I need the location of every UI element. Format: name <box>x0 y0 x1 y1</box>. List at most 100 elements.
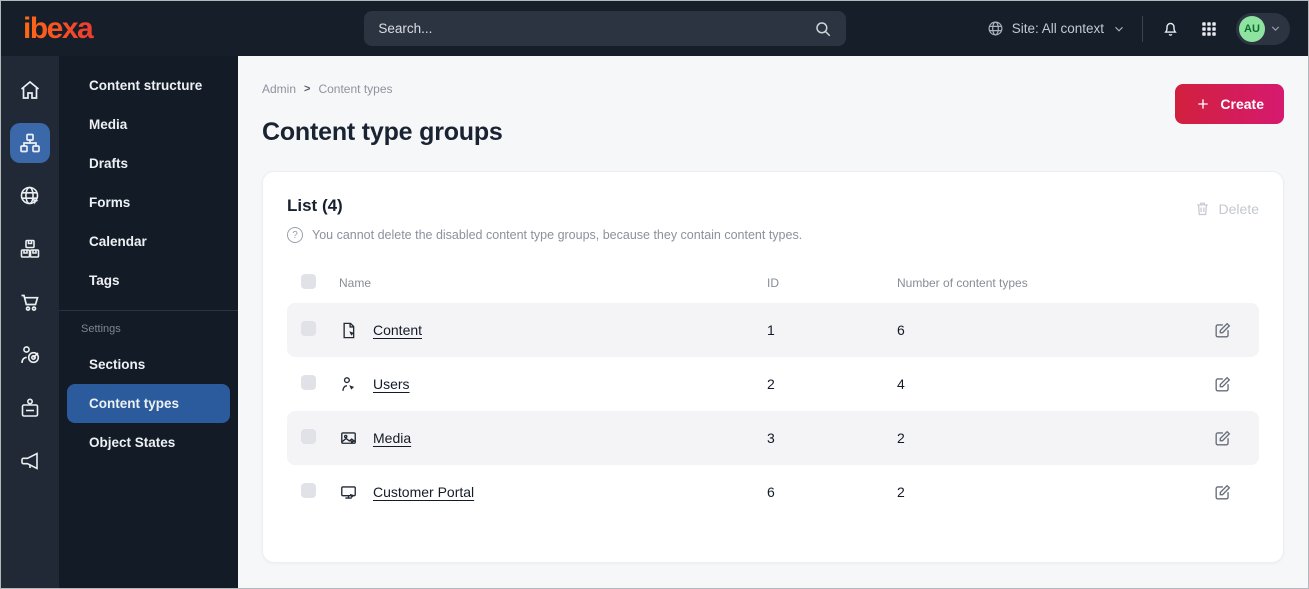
megaphone-icon <box>21 452 38 470</box>
rail-item-content[interactable] <box>10 123 50 163</box>
row-checkbox[interactable] <box>301 429 316 444</box>
edit-button[interactable] <box>1209 371 1236 398</box>
globe-icon <box>988 21 1003 36</box>
group-count: 4 <box>897 376 905 392</box>
list-title: List (4) <box>287 196 343 215</box>
sidebar-item-tags[interactable]: Tags <box>89 273 120 288</box>
sidebar-item-content-structure[interactable]: Content structure <box>89 78 203 93</box>
row-checkbox[interactable] <box>301 321 316 336</box>
sidebar-item-forms[interactable]: Forms <box>89 195 131 210</box>
search-icon[interactable] <box>814 20 832 38</box>
apps-grid-button[interactable] <box>1198 18 1220 40</box>
avatar: AU <box>1239 15 1265 42</box>
sitemap-icon <box>20 133 40 153</box>
boxes-icon <box>20 239 40 258</box>
topbar-divider <box>1142 15 1143 42</box>
cart-icon <box>21 294 39 311</box>
group-link[interactable]: Content <box>373 322 423 338</box>
edit-icon <box>1215 430 1231 446</box>
edit-icon <box>1215 376 1231 392</box>
group-id: 6 <box>767 484 775 500</box>
rail-item-product-catalog[interactable] <box>10 229 50 269</box>
list-info-text: You cannot delete the disabled content t… <box>312 228 803 242</box>
breadcrumb-admin[interactable]: Admin <box>262 82 297 96</box>
breadcrumb-separator: > <box>304 83 311 95</box>
file-icon <box>343 322 355 338</box>
monitor-icon <box>341 485 356 499</box>
table-row: Customer Portal 6 2 <box>287 465 1259 519</box>
edit-button[interactable] <box>1209 317 1236 344</box>
main-content: Admin > Content types Content type group… <box>238 56 1308 588</box>
rail-item-dashboard[interactable] <box>10 70 50 110</box>
notifications-button[interactable] <box>1159 17 1182 40</box>
edit-button[interactable] <box>1209 425 1236 452</box>
sidebar-settings-heading: Settings <box>81 323 121 335</box>
ibexa-logo[interactable]: ibexa <box>23 13 238 44</box>
table-row: Media 3 2 <box>287 411 1259 465</box>
table-header-row: Name ID Number of content types <box>287 263 1259 303</box>
group-count: 6 <box>897 322 905 338</box>
sidebar-item-media[interactable]: Media <box>89 117 128 132</box>
bell-icon <box>1164 22 1177 36</box>
sidebar-item-calendar[interactable]: Calendar <box>89 234 147 249</box>
search-bar[interactable] <box>364 11 847 46</box>
rail-item-commerce[interactable] <box>10 282 50 322</box>
rail-item-admin[interactable] <box>10 388 50 428</box>
edit-icon <box>1215 322 1231 338</box>
create-button[interactable]: Create <box>1175 84 1284 124</box>
grid-icon <box>1202 21 1216 36</box>
topbar: ibexa Site: All context AU <box>1 1 1308 56</box>
user-menu[interactable]: AU <box>1236 12 1290 45</box>
sidebar-item-sections[interactable]: Sections <box>89 357 146 372</box>
user-icon <box>342 376 355 391</box>
group-count: 2 <box>897 484 905 500</box>
row-checkbox[interactable] <box>301 375 316 390</box>
site-context-selector[interactable]: Site: All context <box>987 20 1126 37</box>
badge-icon <box>21 398 39 417</box>
row-checkbox[interactable] <box>301 483 316 498</box>
sidebar-item-object-states[interactable]: Object States <box>89 435 176 450</box>
plus-icon <box>1198 99 1209 109</box>
edit-icon <box>1215 484 1231 500</box>
chevron-down-icon <box>1115 26 1123 32</box>
group-link[interactable]: Media <box>373 430 412 446</box>
trash-icon <box>1196 202 1208 216</box>
group-id: 1 <box>767 322 775 338</box>
select-all-checkbox[interactable] <box>301 274 316 289</box>
sidebar-divider <box>59 310 238 311</box>
column-header-name: Name <box>339 276 372 290</box>
chevron-down-icon <box>1271 26 1280 31</box>
search-input[interactable] <box>378 21 815 36</box>
content-type-groups-card: List (4) ? You cannot delete the disable… <box>262 171 1284 563</box>
column-header-id: ID <box>767 276 779 290</box>
sidebar-menu: Content structure Media Drafts Forms Cal… <box>59 56 238 588</box>
target-person-icon <box>21 346 40 364</box>
content-type-groups-table: Name ID Number of content types Content … <box>287 263 1259 519</box>
edit-button[interactable] <box>1209 479 1236 506</box>
create-button-label: Create <box>1220 96 1264 112</box>
image-icon <box>341 431 356 444</box>
table-row: Users 2 4 <box>287 357 1259 411</box>
breadcrumb-content-types[interactable]: Content types <box>318 82 393 96</box>
table-row: Content 1 6 <box>287 303 1259 357</box>
group-id: 2 <box>767 376 775 392</box>
home-icon <box>20 80 40 99</box>
rail-item-campaign[interactable] <box>10 441 50 481</box>
rail-item-personalization[interactable] <box>10 335 50 375</box>
group-link[interactable]: Customer Portal <box>373 484 475 500</box>
site-context-label: Site: All context <box>1011 21 1104 36</box>
group-count: 2 <box>897 430 905 446</box>
sidebar-item-drafts[interactable]: Drafts <box>89 156 129 171</box>
group-id: 3 <box>767 430 775 446</box>
group-link[interactable]: Users <box>373 376 410 392</box>
icon-rail <box>1 56 59 588</box>
column-header-count: Number of content types <box>897 276 1028 290</box>
rail-item-site[interactable] <box>10 176 50 216</box>
delete-button-label: Delete <box>1218 200 1259 217</box>
sidebar-item-content-types[interactable]: Content types <box>67 384 230 423</box>
breadcrumb: Admin > Content types <box>262 82 503 96</box>
page-title: Content type groups <box>262 118 503 146</box>
globe-cursor-icon <box>20 186 39 205</box>
delete-button[interactable]: Delete <box>1194 200 1259 217</box>
